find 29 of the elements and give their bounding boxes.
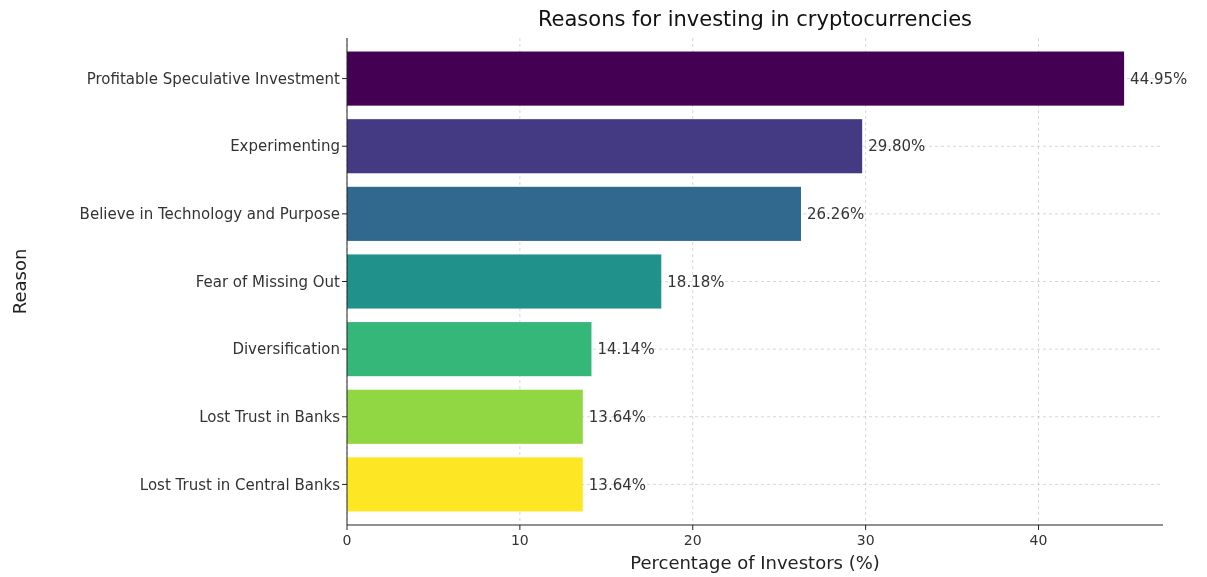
- data-label: 29.80%: [868, 137, 926, 156]
- data-label: 13.64%: [588, 475, 647, 494]
- y-tick-label: Believe in Technology and Purpose: [79, 205, 340, 224]
- bar: [347, 119, 863, 174]
- y-tick-label: Profitable Speculative Investment: [86, 69, 341, 88]
- y-tick-label: Experimenting: [230, 137, 340, 156]
- chart-title: Reasons for investing in cryptocurrencies: [537, 7, 973, 31]
- x-tick-label: 20: [683, 532, 702, 548]
- x-axis-title: Percentage of Investors (%): [630, 552, 880, 573]
- data-label: 13.64%: [588, 408, 647, 427]
- x-tick-label: 10: [510, 532, 529, 548]
- y-tick-label: Fear of Missing Out: [195, 272, 341, 291]
- y-tick-label: Diversification: [232, 340, 340, 359]
- bar: [347, 457, 583, 512]
- data-label: 14.14%: [597, 340, 655, 359]
- data-label: 26.26%: [806, 205, 865, 224]
- x-tick-label: 30: [856, 532, 875, 548]
- y-axis-title: Reason: [9, 248, 30, 315]
- y-tick-label: Lost Trust in Banks: [199, 408, 341, 427]
- bar: [347, 186, 801, 241]
- data-label: 44.95%: [1130, 69, 1188, 88]
- x-tick-label: 0: [342, 532, 352, 548]
- bar: [347, 389, 583, 444]
- y-tick-label: Lost Trust in Central Banks: [139, 475, 341, 494]
- x-tick-label: 40: [1029, 532, 1048, 548]
- bar: [347, 322, 592, 377]
- bar: [347, 51, 1125, 106]
- bar: [347, 254, 662, 309]
- data-label: 18.18%: [667, 272, 725, 291]
